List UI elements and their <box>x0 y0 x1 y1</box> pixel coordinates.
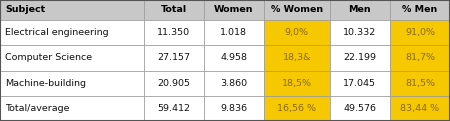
Bar <box>0 0 144 20</box>
Text: Electrical engineering: Electrical engineering <box>5 28 108 37</box>
Text: 10.332: 10.332 <box>343 28 377 37</box>
Text: 18,3&: 18,3& <box>283 53 311 62</box>
Bar <box>330 71 390 96</box>
Text: % Men: % Men <box>402 5 437 15</box>
Bar <box>0 96 144 121</box>
Bar <box>264 71 330 96</box>
Text: % Women: % Women <box>271 5 323 15</box>
Text: 1.018: 1.018 <box>220 28 247 37</box>
Bar <box>0 20 144 45</box>
Bar <box>144 96 204 121</box>
Bar <box>330 45 390 71</box>
Text: 3.860: 3.860 <box>220 79 248 88</box>
Text: 81,7%: 81,7% <box>405 53 435 62</box>
Bar <box>330 0 390 20</box>
Text: 16,56 %: 16,56 % <box>277 104 316 113</box>
Text: Machine-building: Machine-building <box>5 79 86 88</box>
Text: 20.905: 20.905 <box>157 79 190 88</box>
Bar <box>330 20 390 45</box>
Text: 11.350: 11.350 <box>157 28 190 37</box>
Text: 18,5%: 18,5% <box>282 79 312 88</box>
Text: 49.576: 49.576 <box>343 104 376 113</box>
Bar <box>144 45 204 71</box>
Bar <box>0 71 144 96</box>
Text: 9.836: 9.836 <box>220 104 248 113</box>
Text: Subject: Subject <box>5 5 45 15</box>
Bar <box>204 45 264 71</box>
Text: Total/average: Total/average <box>5 104 69 113</box>
Text: 91,0%: 91,0% <box>405 28 435 37</box>
Text: 22.199: 22.199 <box>343 53 376 62</box>
Bar <box>264 20 330 45</box>
Bar <box>390 71 450 96</box>
Bar <box>330 96 390 121</box>
Text: 83,44 %: 83,44 % <box>400 104 440 113</box>
Text: 81,5%: 81,5% <box>405 79 435 88</box>
Text: Men: Men <box>348 5 371 15</box>
Bar <box>144 20 204 45</box>
Bar <box>204 20 264 45</box>
Bar <box>390 0 450 20</box>
Text: Women: Women <box>214 5 253 15</box>
Text: 4.958: 4.958 <box>220 53 247 62</box>
Bar <box>144 71 204 96</box>
Bar <box>0 45 144 71</box>
Text: Total: Total <box>161 5 187 15</box>
Bar <box>390 20 450 45</box>
Text: 9,0%: 9,0% <box>285 28 309 37</box>
Bar <box>390 45 450 71</box>
Bar <box>390 96 450 121</box>
Text: 17.045: 17.045 <box>343 79 376 88</box>
Text: 59.412: 59.412 <box>157 104 190 113</box>
Bar <box>204 0 264 20</box>
Text: Computer Science: Computer Science <box>5 53 92 62</box>
Text: 27.157: 27.157 <box>157 53 190 62</box>
Bar <box>264 96 330 121</box>
Bar <box>144 0 204 20</box>
Bar <box>264 45 330 71</box>
Bar <box>204 71 264 96</box>
Bar <box>204 96 264 121</box>
Bar <box>264 0 330 20</box>
